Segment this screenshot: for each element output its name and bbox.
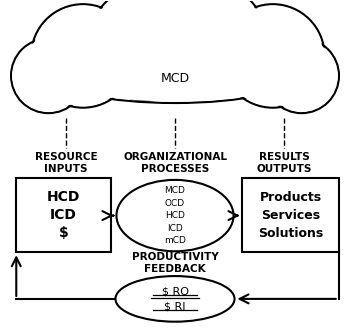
Text: RESOURCE
INPUTS: RESOURCE INPUTS xyxy=(35,152,97,174)
Text: RESULTS
OUTPUTS: RESULTS OUTPUTS xyxy=(257,152,312,174)
Text: Products
Services
Solutions: Products Services Solutions xyxy=(258,190,323,239)
Circle shape xyxy=(152,0,267,99)
Text: PRODUCTIVITY
FEEDBACK: PRODUCTIVITY FEEDBACK xyxy=(132,252,218,274)
Bar xyxy=(16,178,111,252)
Circle shape xyxy=(266,40,337,112)
Text: MCD
OCD
HCD
ICD
mCD: MCD OCD HCD ICD mCD xyxy=(164,186,186,245)
Text: $ RO: $ RO xyxy=(161,287,189,297)
Text: MARKETPLACE CONDITIONS: MARKETPLACE CONDITIONS xyxy=(77,9,273,22)
Circle shape xyxy=(13,40,84,112)
Circle shape xyxy=(90,0,202,99)
Circle shape xyxy=(31,4,135,108)
Text: $ RI: $ RI xyxy=(164,302,186,312)
Bar xyxy=(243,178,339,252)
Circle shape xyxy=(223,6,323,106)
Ellipse shape xyxy=(117,180,233,251)
Ellipse shape xyxy=(53,49,297,103)
Circle shape xyxy=(33,6,133,106)
Circle shape xyxy=(221,4,324,108)
Text: MCD: MCD xyxy=(160,72,190,85)
Circle shape xyxy=(153,0,266,97)
Circle shape xyxy=(11,38,86,113)
Circle shape xyxy=(89,0,204,101)
Text: HCD
ICD
$: HCD ICD $ xyxy=(47,190,80,240)
Text: ORGANIZATIONAL
PROCESSES: ORGANIZATIONAL PROCESSES xyxy=(123,152,227,174)
Circle shape xyxy=(264,38,339,113)
Ellipse shape xyxy=(54,50,296,102)
Ellipse shape xyxy=(116,276,234,322)
